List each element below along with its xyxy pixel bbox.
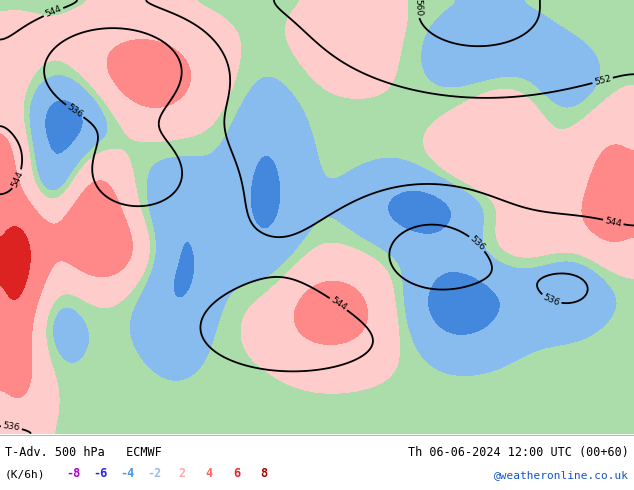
Text: 6: 6 [233,467,240,480]
Text: 536: 536 [541,293,561,308]
Text: 544: 544 [329,295,348,313]
Text: 552: 552 [593,74,612,87]
Text: 536: 536 [468,234,487,253]
Text: T-Adv. 500 hPa   ECMWF: T-Adv. 500 hPa ECMWF [5,446,162,459]
Text: 4: 4 [205,467,213,480]
Text: (K/6h): (K/6h) [5,470,46,480]
Text: 536: 536 [65,102,84,120]
Text: -8: -8 [66,467,80,480]
Text: 560: 560 [413,0,423,17]
Text: 536: 536 [3,421,21,433]
Text: Th 06-06-2024 12:00 UTC (00+60): Th 06-06-2024 12:00 UTC (00+60) [408,446,629,459]
Text: -2: -2 [148,467,162,480]
Text: @weatheronline.co.uk: @weatheronline.co.uk [494,470,629,480]
Text: 544: 544 [604,216,623,228]
Text: 544: 544 [10,170,25,189]
Text: -6: -6 [93,467,107,480]
Text: 544: 544 [44,4,63,19]
Text: -4: -4 [120,467,134,480]
Text: 8: 8 [260,467,268,480]
Text: 2: 2 [178,467,186,480]
